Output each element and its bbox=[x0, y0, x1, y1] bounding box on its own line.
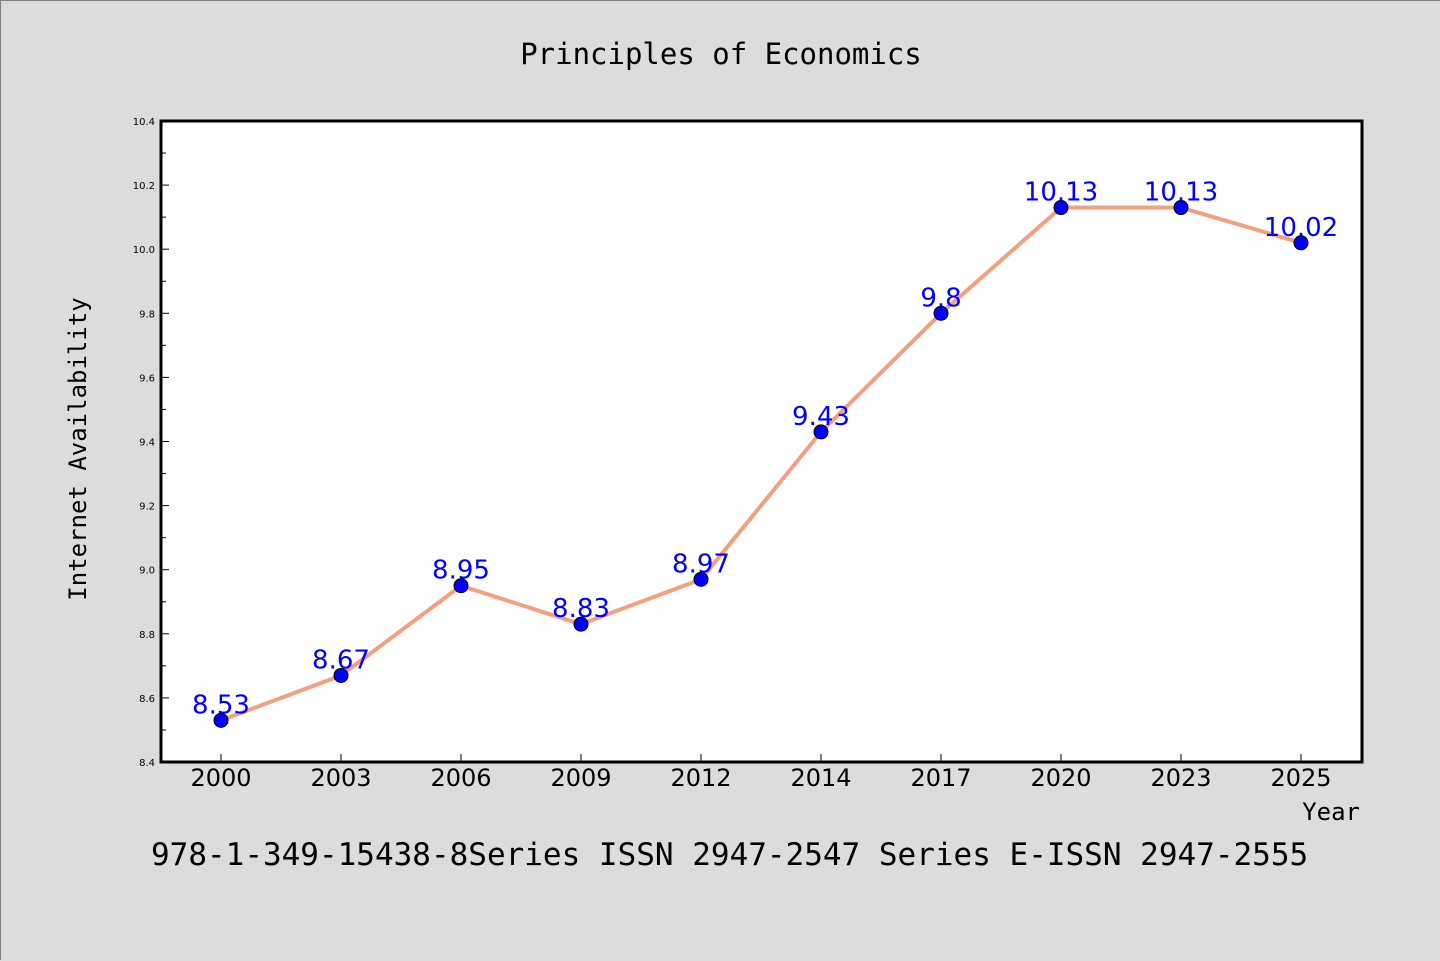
data-point-marker bbox=[933, 305, 949, 321]
data-point-marker bbox=[453, 578, 469, 594]
x-tick-label: 2000 bbox=[190, 764, 251, 792]
data-point-marker bbox=[1053, 200, 1069, 216]
x-tick-label: 2023 bbox=[1150, 764, 1211, 792]
data-label: 8.53 bbox=[192, 690, 250, 720]
data-label: 9.43 bbox=[792, 402, 850, 432]
chart-title: Principles of Economics bbox=[520, 37, 922, 71]
data-label: 8.83 bbox=[552, 594, 610, 624]
y-tick-label: 9.6 bbox=[139, 373, 155, 384]
x-tick-label: 2009 bbox=[550, 764, 611, 792]
y-tick-label: 9.0 bbox=[139, 566, 155, 577]
x-tick-label: 2003 bbox=[310, 764, 371, 792]
data-point-marker bbox=[333, 667, 349, 683]
data-point-marker bbox=[693, 571, 709, 587]
y-tick-label: 10.2 bbox=[133, 181, 155, 192]
data-label: 8.95 bbox=[432, 556, 490, 586]
x-tick-label: 2012 bbox=[670, 764, 731, 792]
y-axis-title: Internet Availability bbox=[64, 297, 92, 600]
y-axis: 8.4 8.6 8.8 9.0 9.2 9.4 9.6 9.8 10.0 10.2 10.4 bbox=[133, 117, 169, 769]
y-tick-label: 8.8 bbox=[139, 630, 155, 641]
series-group: 8.53 8.67 8.95 8.83 8.97 9.43 9.8 10.13 10.13 10.… bbox=[192, 178, 1338, 728]
data-point-marker bbox=[213, 712, 229, 728]
data-point-marker bbox=[1173, 200, 1189, 216]
y-tick-label: 10.4 bbox=[133, 117, 155, 128]
x-tick-label: 2025 bbox=[1270, 764, 1331, 792]
data-label: 8.67 bbox=[312, 645, 370, 675]
data-label: 10.02 bbox=[1264, 213, 1338, 243]
y-tick-label: 8.6 bbox=[139, 694, 155, 705]
data-label: 10.13 bbox=[1144, 178, 1218, 208]
series-line bbox=[219, 205, 1303, 723]
y-tick-label: 10.0 bbox=[133, 245, 155, 256]
data-label: 9.8 bbox=[920, 283, 961, 313]
x-axis-title: Year bbox=[1302, 798, 1360, 826]
y-tick-label: 8.4 bbox=[139, 758, 155, 769]
plot-area bbox=[159, 119, 1364, 764]
y-tick-label: 9.4 bbox=[139, 438, 155, 449]
x-tick-label: 2017 bbox=[910, 764, 971, 792]
data-point-marker bbox=[1293, 235, 1309, 251]
x-tick-label: 2006 bbox=[430, 764, 491, 792]
data-label: 8.97 bbox=[672, 549, 730, 579]
x-tick-label: 2014 bbox=[790, 764, 851, 792]
data-point-marker bbox=[813, 424, 829, 440]
x-tick-label: 2020 bbox=[1030, 764, 1091, 792]
x-axis: 2000 2003 2006 2009 2012 2014 2017 2020 2023 2025 bbox=[190, 754, 1332, 792]
data-label: 10.13 bbox=[1024, 178, 1098, 208]
footer-text: 978-1-349-15438-8Series ISSN 2947-2547 S… bbox=[151, 837, 1308, 873]
data-point-marker bbox=[573, 616, 589, 632]
y-tick-label: 9.8 bbox=[139, 309, 155, 320]
y-tick-label: 9.2 bbox=[139, 502, 155, 513]
